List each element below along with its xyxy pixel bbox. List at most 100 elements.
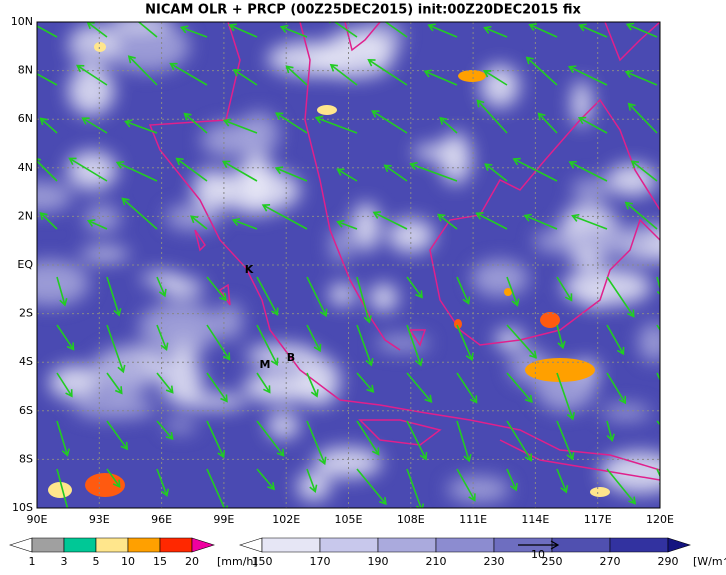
colorbar-label: 290 (658, 555, 679, 568)
wind-arrow (568, 160, 608, 182)
wind-arrow (56, 468, 69, 508)
wind-arrow (231, 217, 258, 230)
wind-arrow (483, 25, 508, 38)
wind-arrow (423, 69, 458, 86)
wind-arrow (221, 160, 258, 182)
cloud (471, 260, 529, 297)
colorbar-segment (127, 537, 161, 553)
wind-arrow (427, 23, 458, 38)
colorbar-segment (95, 537, 129, 553)
wind-arrow (206, 324, 231, 361)
vector-reference-arrow (518, 540, 560, 550)
wind-arrow (456, 420, 472, 463)
wind-arrow (306, 468, 318, 494)
longitude-label: 114E (521, 513, 549, 526)
cloud (571, 178, 610, 201)
cloud (571, 80, 592, 127)
colorbar-segment (551, 537, 611, 553)
wind-arrow (367, 58, 408, 86)
wind-arrow (475, 212, 508, 230)
wind-arrow (456, 324, 474, 362)
wind-arrow (456, 276, 471, 305)
colorbar-segment (9, 537, 33, 553)
latitude-label: 4S (19, 355, 33, 368)
wind-arrow (68, 157, 108, 182)
wind-arrow (383, 164, 408, 182)
cloud (314, 447, 382, 478)
wind-arrow (39, 117, 58, 134)
colorbar-label: 210 (426, 555, 447, 568)
wind-arrow (630, 160, 658, 182)
wind-arrow (506, 468, 518, 492)
wind-arrow (106, 324, 126, 374)
colorbar-segment (191, 537, 215, 553)
wind-arrow (222, 118, 258, 134)
wind-arrow (656, 372, 660, 382)
cloud (330, 226, 351, 264)
latitude-label: 8S (19, 452, 33, 465)
wind-arrow (525, 56, 558, 86)
colorbar-segment (609, 537, 669, 553)
longitude-label: 108E (397, 513, 425, 526)
cloud (267, 412, 300, 439)
colorbar-label: 150 (252, 555, 273, 568)
cloud (73, 396, 157, 419)
wind-arrow (437, 213, 458, 230)
wind-arrow (356, 276, 372, 324)
wind-arrow (409, 161, 458, 182)
wind-arrow (121, 197, 158, 230)
wind-arrow (275, 112, 308, 134)
wind-arrow (183, 112, 208, 134)
cloud (572, 225, 654, 256)
cloud (201, 122, 258, 158)
wind-arrow (483, 69, 508, 86)
colorbar-label: 170 (310, 555, 331, 568)
wind-arrow (285, 65, 308, 86)
colorbar-segment (63, 537, 97, 553)
cloud (89, 348, 152, 400)
wind-arrow (484, 163, 508, 182)
colorbar-segment (319, 537, 379, 553)
cloud (37, 182, 72, 212)
place-label: B (287, 351, 295, 364)
cloud (601, 404, 651, 420)
wind-arrow (384, 22, 408, 38)
cloud (412, 144, 458, 160)
wind-arrow (156, 420, 174, 441)
latitude-label: 10S (12, 501, 33, 514)
colorbar-segment (261, 537, 321, 553)
precip-cells (48, 42, 610, 498)
wind-arrow (86, 219, 108, 230)
wind-arrow (39, 212, 58, 230)
colorbar-unit: [mm/h] (217, 555, 258, 568)
wind-arrow (81, 117, 108, 134)
wind-arrow (106, 420, 129, 451)
wind-arrow (306, 276, 328, 318)
wind-arrow (156, 276, 167, 298)
wind-arrow (37, 72, 58, 86)
longitude-label: 117E (584, 513, 612, 526)
colorbar-segment (377, 537, 437, 553)
wind-arrow (306, 372, 319, 398)
cloud (164, 418, 197, 433)
cloud (217, 302, 243, 340)
wind-arrow (556, 420, 575, 461)
wind-arrow (406, 324, 424, 367)
wind-arrow (156, 324, 169, 351)
latitude-label: 8N (18, 64, 33, 77)
colorbar-segment (159, 537, 193, 553)
longitude-label: 90E (27, 513, 48, 526)
wind-arrow (256, 468, 276, 491)
wind-arrow (206, 276, 227, 302)
wind-arrow (115, 160, 158, 182)
longitude-label: 93E (89, 513, 110, 526)
colorbar-label: 15 (153, 555, 167, 568)
wind-arrow (190, 215, 208, 230)
colorbar-label: 250 (542, 555, 563, 568)
wind-arrow (406, 276, 423, 299)
wind-arrow (336, 168, 358, 182)
wind-arrow (372, 211, 408, 230)
wind-arrow (624, 201, 658, 230)
wind-arrow (371, 110, 408, 134)
